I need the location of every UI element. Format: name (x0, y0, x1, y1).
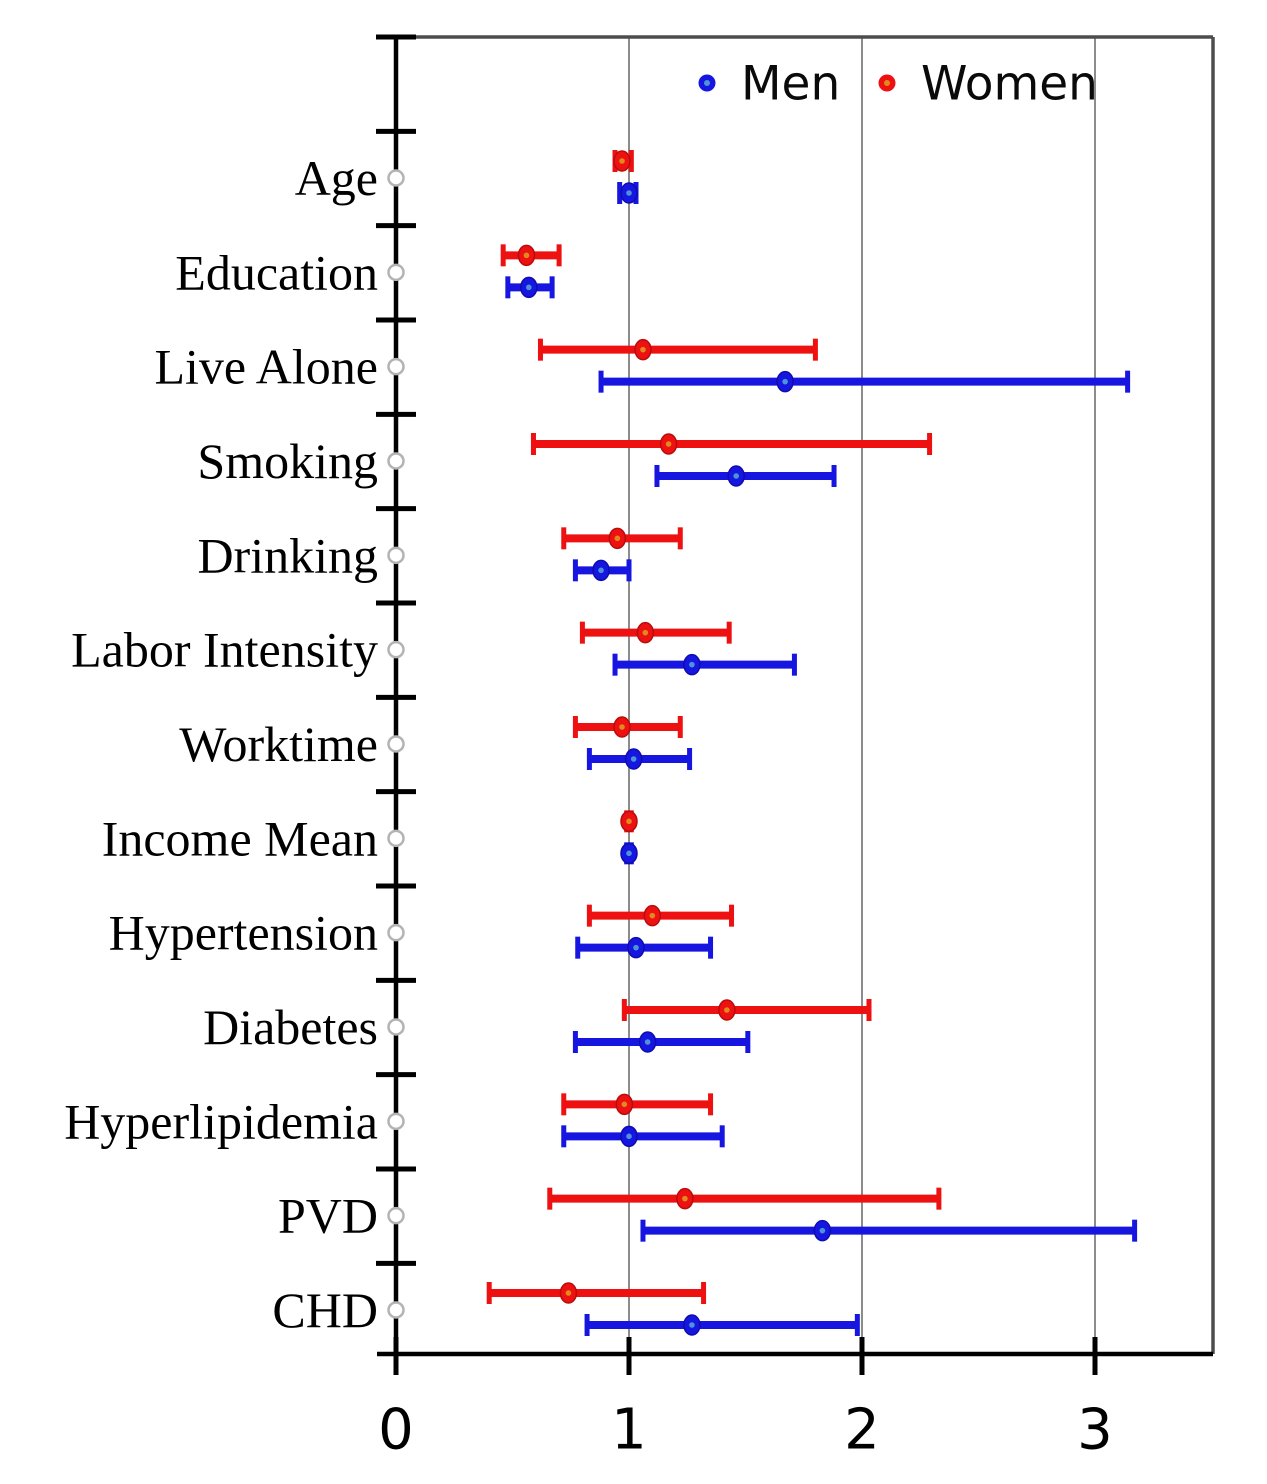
ci-women-worktime (572, 715, 683, 738)
ci-men-education (505, 276, 555, 299)
ci-men-chd (584, 1313, 860, 1336)
x-tick-label-1: 1 (611, 1398, 647, 1463)
category-label-labor-intensity: Labor Intensity (71, 622, 378, 678)
point-center-dot (782, 378, 788, 385)
ci-men-smoking (654, 464, 837, 487)
legend-women-marker-center-icon (884, 80, 890, 86)
point-center-dot (649, 912, 656, 919)
category-axis-marker-hypertension (387, 923, 405, 942)
point-center-dot (526, 284, 532, 291)
category-label-diabetes: Diabetes (203, 999, 378, 1055)
ci-women-chd (486, 1281, 707, 1304)
category-label-live-alone: Live Alone (154, 339, 378, 395)
ci-women-education (500, 244, 562, 267)
category-axis-marker-pvd (387, 1206, 405, 1225)
point-center-dot (819, 1227, 826, 1234)
category-axis-marker-drinking (387, 546, 405, 565)
ci-men-income-mean (620, 842, 638, 865)
plot-frame (396, 35, 1215, 1354)
category-axis-marker-live-alone (387, 357, 405, 376)
ci-men-age (617, 182, 639, 204)
point-center-dot (626, 818, 632, 825)
ci-men-drinking (572, 559, 632, 582)
category-axis-marker-hyperlipidemia (387, 1112, 405, 1131)
point-center-dot (665, 441, 672, 447)
category-label-pvd: PVD (278, 1188, 378, 1244)
point-center-dot (565, 1290, 572, 1296)
category-axis-marker-worktime (387, 735, 405, 753)
ci-men-worktime (586, 747, 693, 770)
category-labels: Age Education Live Alone Smoking Drinking Lab… (64, 150, 405, 1338)
ci-women-age (612, 150, 634, 172)
x-tick-label-2: 2 (844, 1398, 880, 1463)
point-center-dot (598, 567, 604, 574)
legend-women-label: Women (921, 57, 1098, 112)
point-center-dot (682, 1195, 688, 1202)
ci-women-pvd (547, 1187, 942, 1210)
category-label-income-mean: Income Mean (102, 810, 378, 866)
point-center-dot (642, 629, 649, 636)
point-center-dot (644, 1039, 651, 1045)
ci-women-diabetes (621, 998, 872, 1021)
point-center-dot (733, 473, 739, 479)
point-center-dot (523, 252, 530, 259)
category-axis-marker-diabetes (387, 1018, 405, 1036)
category-label-hyperlipidemia: Hyperlipidemia (64, 1093, 378, 1149)
ci-women-hypertension (586, 904, 735, 927)
x-tick-label-0: 0 (378, 1398, 414, 1463)
point-center-dot (621, 1101, 628, 1108)
ci-men-pvd (640, 1219, 1138, 1242)
category-label-chd: CHD (272, 1282, 378, 1338)
point-center-dot (619, 724, 625, 730)
legend-men-label: Men (741, 57, 840, 112)
point-center-dot (689, 661, 695, 668)
x-ticks: 0 1 2 3 (378, 1337, 1113, 1463)
gridlines (628, 37, 1096, 1354)
ci-men-labor-intensity (612, 653, 797, 676)
ci-men-hypertension (575, 936, 714, 959)
ci-women-labor-intensity (579, 621, 732, 644)
category-axis-marker-smoking (387, 452, 405, 470)
x-tick-label-3: 3 (1077, 1398, 1113, 1463)
point-center-dot (619, 158, 625, 164)
ci-women-smoking (530, 432, 933, 455)
point-center-dot (630, 756, 637, 762)
point-center-dot (626, 190, 632, 196)
point-center-dot (626, 1133, 632, 1140)
y-ticks (376, 34, 416, 1266)
category-axis-marker-age (387, 169, 405, 187)
category-label-drinking: Drinking (197, 527, 378, 583)
category-label-hypertension: Hypertension (109, 905, 378, 961)
ci-men-hyperlipidemia (561, 1125, 725, 1148)
category-axis-marker-income-mean (387, 829, 405, 848)
ci-women-drinking (561, 527, 683, 550)
legend-men-marker-center-icon (704, 80, 710, 86)
category-axis-marker-chd (387, 1301, 405, 1319)
category-axis-marker-education (387, 263, 405, 282)
category-label-age: Age (295, 150, 378, 206)
category-label-smoking: Smoking (197, 433, 378, 489)
point-center-dot (633, 944, 639, 951)
axes (377, 37, 1213, 1373)
point-center-dot (640, 346, 646, 353)
legend: Men Women (698, 57, 1098, 112)
ci-women-live-alone (537, 338, 818, 361)
point-center-dot (689, 1322, 695, 1328)
point-center-dot (614, 535, 621, 542)
ci-men-live-alone (598, 370, 1131, 393)
ci-men-diabetes (572, 1030, 751, 1053)
data-series (486, 150, 1138, 1336)
point-center-dot (626, 850, 632, 857)
ci-women-income-mean (620, 810, 638, 833)
point-center-dot (724, 1007, 730, 1013)
category-axis-marker-labor-intensity (387, 640, 405, 659)
ci-women-hyperlipidemia (561, 1093, 714, 1116)
category-label-worktime: Worktime (179, 716, 378, 772)
category-label-education: Education (175, 244, 378, 300)
